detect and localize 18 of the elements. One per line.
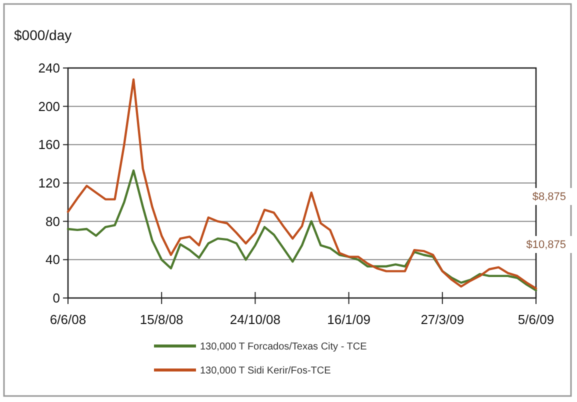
y-tick-label: 240 xyxy=(38,60,60,76)
y-axis-title: $000/day xyxy=(14,27,72,43)
annotation: $8,875 xyxy=(532,191,566,203)
y-tick-label: 0 xyxy=(52,290,60,306)
x-tick-label: 27/3/09 xyxy=(420,312,464,327)
y-tick-label: 200 xyxy=(38,98,60,114)
y-tick-label: 80 xyxy=(46,214,60,229)
x-tick-label: 5/6/09 xyxy=(518,312,554,327)
x-tick-label: 16/1/09 xyxy=(327,312,370,327)
x-tick-label: 6/6/08 xyxy=(50,312,86,327)
y-tick-label: 120 xyxy=(38,176,60,191)
annotation: $10,875 xyxy=(526,239,566,251)
x-tick-label: 24/10/08 xyxy=(230,312,281,327)
x-tick-label: 15/8/08 xyxy=(140,312,184,327)
legend-label: 130,000 T Forcados/Texas City - TCE xyxy=(200,342,368,352)
y-tick-label: 40 xyxy=(46,252,60,268)
y-tick-label: 160 xyxy=(38,137,60,152)
legend-label: 130,000 T Sidi Kerir/Fos-TCE xyxy=(200,366,332,376)
